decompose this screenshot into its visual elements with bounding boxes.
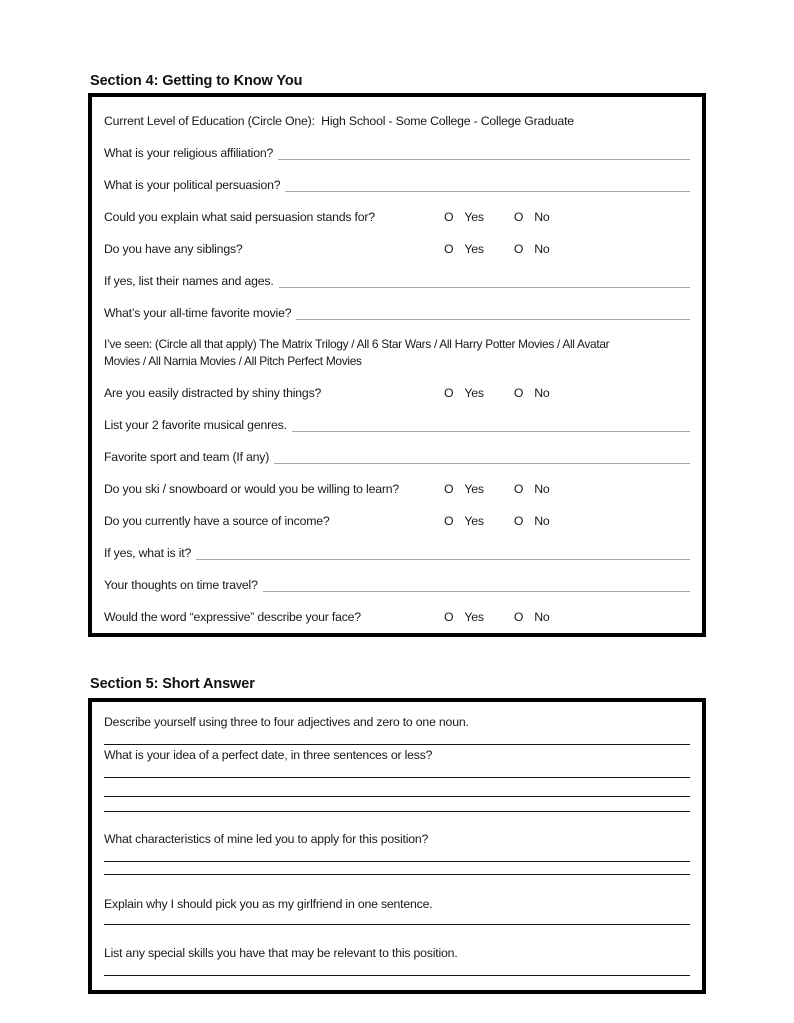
short-answer-question: Describe yourself using three to four ad… bbox=[104, 715, 469, 729]
question-label: Are you easily distracted by shiny thing… bbox=[104, 386, 322, 400]
answer-blank-line[interactable] bbox=[291, 430, 690, 432]
no-radio-circle[interactable]: O bbox=[513, 242, 524, 256]
answer-writing-line[interactable] bbox=[104, 778, 690, 797]
answer-blank-line[interactable] bbox=[296, 318, 690, 320]
question-row: What is your religious affiliation? bbox=[104, 137, 692, 169]
short-answer-question: What is your idea of a perfect date, in … bbox=[104, 748, 433, 762]
yes-no-options: O Yes O No bbox=[444, 201, 550, 233]
question-row: Do you ski / snowboard or would you be w… bbox=[104, 473, 692, 505]
yes-label: Yes bbox=[464, 242, 484, 256]
no-radio-circle[interactable]: O bbox=[513, 386, 524, 400]
short-answer-block: List any special skills you have that ma… bbox=[104, 943, 690, 976]
no-radio-circle[interactable]: O bbox=[513, 482, 524, 496]
yes-label: Yes bbox=[464, 386, 484, 400]
short-answer-block: What characteristics of mine led you to … bbox=[104, 829, 690, 875]
answer-blank-line[interactable] bbox=[285, 190, 690, 192]
yes-no-options: O Yes O No bbox=[444, 233, 550, 265]
movies-seen-line: I’ve seen: (Circle all that apply) The M… bbox=[104, 337, 610, 351]
question-row: What’s your all-time favorite movie? bbox=[104, 297, 692, 329]
short-answer-block: Describe yourself using three to four ad… bbox=[104, 712, 690, 745]
answer-writing-line[interactable] bbox=[104, 849, 690, 862]
short-answer-block: Explain why I should pick you as my girl… bbox=[104, 894, 690, 925]
answer-writing-line[interactable] bbox=[104, 732, 690, 745]
question-row: Your thoughts on time travel? bbox=[104, 569, 692, 601]
movies-seen-paragraph: I’ve seen: (Circle all that apply) The M… bbox=[104, 329, 692, 377]
question-label: Do you ski / snowboard or would you be w… bbox=[104, 482, 400, 496]
answer-writing-line[interactable] bbox=[104, 963, 690, 976]
no-label: No bbox=[534, 482, 550, 496]
no-label: No bbox=[534, 514, 550, 528]
no-radio-circle[interactable]: O bbox=[513, 210, 524, 224]
no-label: No bbox=[534, 386, 550, 400]
no-radio-circle[interactable]: O bbox=[513, 610, 524, 624]
yes-label: Yes bbox=[464, 210, 484, 224]
short-answer-block: What is your idea of a perfect date, in … bbox=[104, 745, 690, 812]
answer-blank-line[interactable] bbox=[196, 558, 690, 560]
question-row: Favorite sport and team (If any) bbox=[104, 441, 692, 473]
question-label: If yes, list their names and ages. bbox=[104, 274, 274, 288]
question-row: Could you explain what said persuasion s… bbox=[104, 201, 692, 233]
question-label: Do you have any siblings? bbox=[104, 242, 243, 256]
yes-radio-circle[interactable]: O bbox=[444, 242, 454, 256]
answer-blank-line[interactable] bbox=[278, 286, 690, 288]
question-row: If yes, what is it? bbox=[104, 537, 692, 569]
section-4-heading: Section 4: Getting to Know You bbox=[90, 73, 303, 89]
answer-blank-line[interactable] bbox=[262, 590, 690, 592]
question-label: Your thoughts on time travel? bbox=[104, 578, 258, 592]
answer-blank-line[interactable] bbox=[278, 158, 690, 160]
question-label: Do you currently have a source of income… bbox=[104, 514, 330, 528]
yes-no-options: O Yes O No bbox=[444, 473, 550, 505]
yes-radio-circle[interactable]: O bbox=[444, 210, 454, 224]
answer-writing-line[interactable] bbox=[104, 765, 690, 778]
section-5-box: Describe yourself using three to four ad… bbox=[88, 698, 706, 994]
question-label: Favorite sport and team (If any) bbox=[104, 450, 270, 464]
no-label: No bbox=[534, 242, 550, 256]
question-row: What is your political persuasion? bbox=[104, 169, 692, 201]
question-row: Are you easily distracted by shiny thing… bbox=[104, 377, 692, 409]
answer-writing-line[interactable] bbox=[104, 862, 690, 875]
no-label: No bbox=[534, 210, 550, 224]
answer-writing-line[interactable] bbox=[104, 797, 690, 812]
question-row: If yes, list their names and ages. bbox=[104, 265, 692, 297]
question-label: What is your political persuasion? bbox=[104, 178, 281, 192]
question-label: What is your religious affiliation? bbox=[104, 146, 274, 160]
short-answer-question: Explain why I should pick you as my girl… bbox=[104, 897, 433, 911]
question-label: Current Level of Education (Circle One):… bbox=[104, 114, 574, 128]
question-label: If yes, what is it? bbox=[104, 546, 192, 560]
question-label: Could you explain what said persuasion s… bbox=[104, 210, 375, 224]
yes-radio-circle[interactable]: O bbox=[444, 514, 454, 528]
section-5-heading: Section 5: Short Answer bbox=[90, 676, 255, 692]
question-label: List your 2 favorite musical genres. bbox=[104, 418, 287, 432]
yes-no-options: O Yes O No bbox=[444, 601, 550, 633]
question-row: List your 2 favorite musical genres. bbox=[104, 409, 692, 441]
answer-blank-line[interactable] bbox=[274, 462, 690, 464]
yes-no-options: O Yes O No bbox=[444, 505, 550, 537]
yes-radio-circle[interactable]: O bbox=[444, 386, 454, 400]
yes-no-options: O Yes O No bbox=[444, 377, 550, 409]
section-4-box: Current Level of Education (Circle One):… bbox=[88, 93, 706, 637]
question-label: What’s your all-time favorite movie? bbox=[104, 306, 292, 320]
yes-radio-circle[interactable]: O bbox=[444, 610, 454, 624]
question-row: Do you have any siblings? O Yes O No bbox=[104, 233, 692, 265]
yes-radio-circle[interactable]: O bbox=[444, 482, 454, 496]
yes-label: Yes bbox=[464, 610, 484, 624]
yes-label: Yes bbox=[464, 482, 484, 496]
no-label: No bbox=[534, 610, 550, 624]
question-row: Would the word “expressive” describe you… bbox=[104, 601, 692, 633]
short-answer-question: List any special skills you have that ma… bbox=[104, 946, 458, 960]
no-radio-circle[interactable]: O bbox=[513, 514, 524, 528]
yes-label: Yes bbox=[464, 514, 484, 528]
movies-seen-line: Movies / All Narnia Movies / All Pitch P… bbox=[104, 354, 362, 368]
question-label: Would the word “expressive” describe you… bbox=[104, 610, 361, 624]
question-row: Do you currently have a source of income… bbox=[104, 505, 692, 537]
short-answer-question: What characteristics of mine led you to … bbox=[104, 832, 429, 846]
question-row: Current Level of Education (Circle One):… bbox=[104, 105, 692, 137]
answer-writing-line[interactable] bbox=[104, 914, 690, 925]
